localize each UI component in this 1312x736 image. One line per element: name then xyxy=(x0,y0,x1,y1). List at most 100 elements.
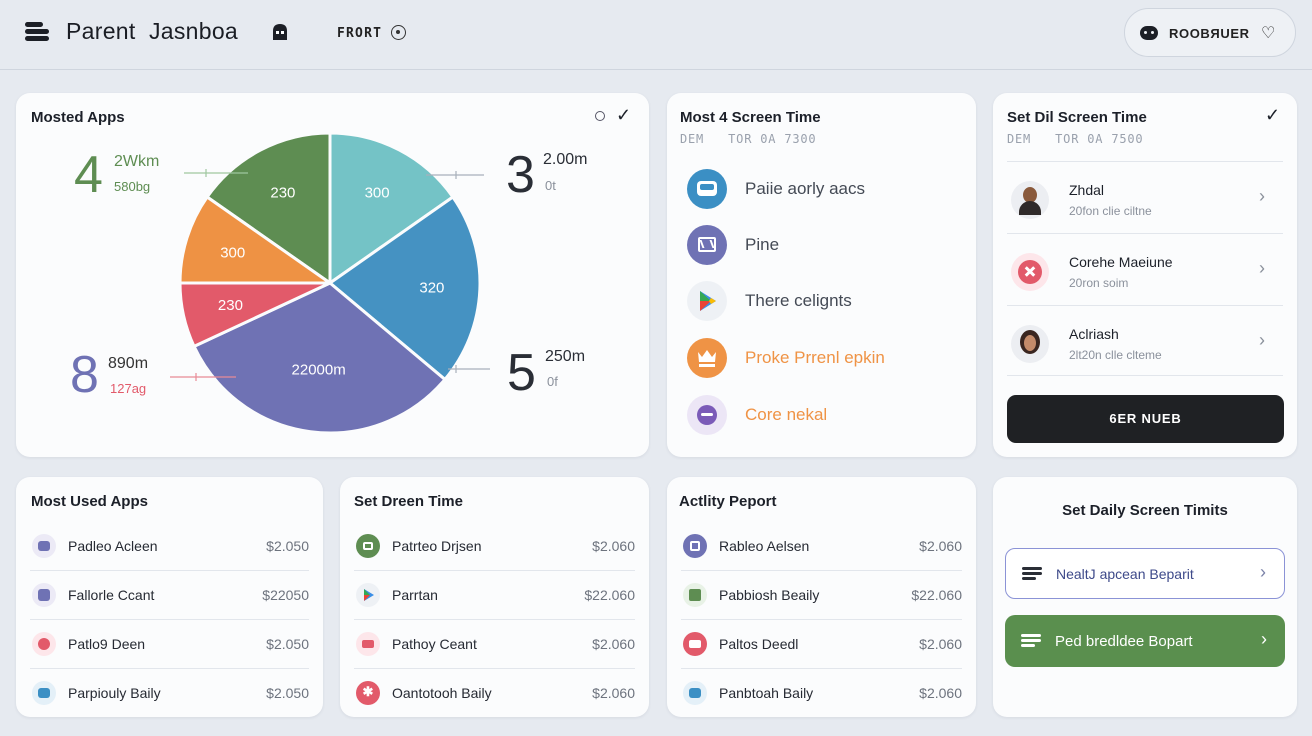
chevron-right-icon: › xyxy=(1260,562,1266,582)
callout-number: 5 xyxy=(507,344,536,402)
app-value: $22050 xyxy=(262,587,309,603)
nav-target-icon[interactable] xyxy=(391,25,406,40)
callout-number: 8 xyxy=(70,346,99,404)
card-title: Set Daily Screen Timits xyxy=(1062,502,1228,519)
callout-subtext: 127ag xyxy=(110,381,147,396)
list-item[interactable]: Rableo Aelsen $2.060 xyxy=(681,522,962,571)
screen-time-item[interactable]: Core nekal xyxy=(687,395,967,435)
card-subtitle: DEM TOR 0A 7500 xyxy=(1007,132,1144,146)
list-item[interactable]: Paltos Deedl $2.060 xyxy=(681,620,962,669)
app-value: $2.060 xyxy=(919,685,962,701)
callout-value: 2Wkm xyxy=(114,153,160,170)
pie-slice[interactable] xyxy=(205,131,332,285)
list-item[interactable]: Parpiouly Baily $2.050 xyxy=(30,669,309,718)
item-label: Paiie aorly aacs xyxy=(745,179,866,198)
app-name: Patrteo Drjsen xyxy=(392,538,482,554)
child-profile-row[interactable]: Aclriash 2lt20n clle clteme › xyxy=(1007,305,1283,376)
mosted-apps-card: Mosted Apps ✓ 230 300 320 22000m 230 300 4 2Wk… xyxy=(16,93,649,457)
list-item[interactable]: Fallorle Ccant $22050 xyxy=(30,571,309,620)
list-item[interactable]: Patlo9 Deen $2.050 xyxy=(30,620,309,669)
most-used-apps-card: Most Used Apps Padleo Acleen $2.050 Fall… xyxy=(16,477,323,717)
check-icon[interactable]: ✓ xyxy=(1265,105,1281,125)
pie-slice-label: 300 xyxy=(220,244,245,261)
app-icon xyxy=(32,632,56,656)
app-icon xyxy=(356,534,380,558)
app-title: Parent Jasnboa xyxy=(66,18,239,44)
app-name: Pathoy Ceant xyxy=(392,636,477,652)
callout-number: 4 xyxy=(74,146,103,204)
play-store-icon xyxy=(687,281,727,321)
pie-slice[interactable] xyxy=(328,195,482,381)
app-icon xyxy=(32,534,56,558)
button-label: Ped bredldee Bopart xyxy=(1055,633,1193,650)
card-title: Set Dreen Time xyxy=(354,493,463,510)
nav-front[interactable]: FRORT xyxy=(337,26,383,41)
check-icon[interactable]: ✓ xyxy=(616,105,632,125)
screen-time-item[interactable]: Paiie aorly aacs xyxy=(687,169,967,209)
app-name: Pabbiosh Beaily xyxy=(719,587,820,603)
callout-value: 2.00m xyxy=(543,151,588,168)
app-name: Parrtan xyxy=(392,587,438,603)
app-icon xyxy=(32,681,56,705)
list-icon xyxy=(1021,634,1041,648)
list-item[interactable]: Pabbiosh Beaily $22.060 xyxy=(681,571,962,620)
set-daily-limits-card: Set Daily Screen Timits NealtJ apcean Be… xyxy=(993,477,1297,717)
app-value: $2.060 xyxy=(919,636,962,652)
list-item[interactable]: Padleo Acleen $2.050 xyxy=(30,522,309,571)
list-item[interactable]: Patrteo Drjsen $2.060 xyxy=(354,522,635,571)
primary-action-button[interactable]: 6ER NUEB xyxy=(1007,395,1284,443)
app-icon xyxy=(683,681,707,705)
app-value: $2.050 xyxy=(266,636,309,652)
card-title: Mosted Apps xyxy=(31,109,125,126)
screen-time-item[interactable]: Pine xyxy=(687,225,967,265)
item-label: Pine xyxy=(745,235,780,254)
pie-slice[interactable] xyxy=(178,195,332,285)
child-name: Corehe Maeiune xyxy=(1069,254,1173,270)
app-name: Parpiouly Baily xyxy=(68,685,161,701)
pie-slice[interactable] xyxy=(328,131,455,285)
app-name: Paltos Deedl xyxy=(719,636,799,652)
callout-number: 3 xyxy=(506,146,535,204)
screen-time-item[interactable]: Proke Prrenl epkin xyxy=(687,338,967,378)
avatar xyxy=(1011,253,1049,291)
child-profile-row[interactable]: Zhdal 20fon clie ciltne › xyxy=(1007,161,1283,232)
set-dreen-time-card: Set Dreen Time Patrteo Drjsen $2.060 Par… xyxy=(340,477,649,717)
child-name: Zhdal xyxy=(1069,182,1105,198)
pie-slice-label: 300 xyxy=(365,185,390,202)
user-name: ROOBЯUER xyxy=(1169,26,1250,41)
app-icon xyxy=(683,583,707,607)
weekly-report-button[interactable]: NealtJ apcean Beparit › xyxy=(1005,548,1285,599)
app-icon xyxy=(356,632,380,656)
list-item[interactable]: ✱ Oantotooh Baily $2.060 xyxy=(354,669,635,718)
avatar xyxy=(1011,181,1049,219)
list-item[interactable]: Panbtoah Baily $2.060 xyxy=(681,669,962,718)
mascot-icon xyxy=(273,24,287,40)
list-item[interactable]: Pathoy Ceant $2.060 xyxy=(354,620,635,669)
screen-time-item[interactable]: There celignts xyxy=(687,281,967,321)
app-icon xyxy=(687,225,727,265)
child-subtitle: 2lt20n clle clteme xyxy=(1069,348,1162,362)
pie-slice-label: 230 xyxy=(270,185,295,202)
app-value: $22.060 xyxy=(911,587,962,603)
child-subtitle: 20ron soim xyxy=(1069,276,1129,290)
pie-slice-label: 22000m xyxy=(292,361,346,378)
chevron-right-icon: › xyxy=(1259,186,1265,206)
most-screen-time-card: Most 4 Screen Time DEM TOR 0A 7300 Paiie… xyxy=(667,93,976,457)
menu-icon[interactable] xyxy=(25,22,49,42)
callout-value: 250m xyxy=(545,348,586,365)
child-profile-row[interactable]: Corehe Maeiune 20ron soim › xyxy=(1007,233,1283,304)
callout-subtext: 580bg xyxy=(114,179,151,194)
user-menu[interactable]: ROOBЯUER ♡ xyxy=(1124,8,1296,57)
app-name: Fallorle Ccant xyxy=(68,587,155,603)
heart-icon[interactable]: ♡ xyxy=(1261,25,1276,42)
top-bar: Parent Jasnboa FRORT ROOBЯUER ♡ xyxy=(0,0,1312,70)
card-subtitle: DEM TOR 0A 7300 xyxy=(680,132,817,146)
view-report-button[interactable]: Ped bredldee Bopart › xyxy=(1005,615,1285,667)
child-name: Aclriash xyxy=(1069,326,1119,342)
settings-dot-icon[interactable] xyxy=(595,111,605,121)
avatar xyxy=(1011,325,1049,363)
chat-icon xyxy=(687,395,727,435)
list-icon xyxy=(1022,567,1042,581)
list-item[interactable]: Parrtan $22.060 xyxy=(354,571,635,620)
card-title: Set Dil Screen Time xyxy=(1007,109,1147,126)
